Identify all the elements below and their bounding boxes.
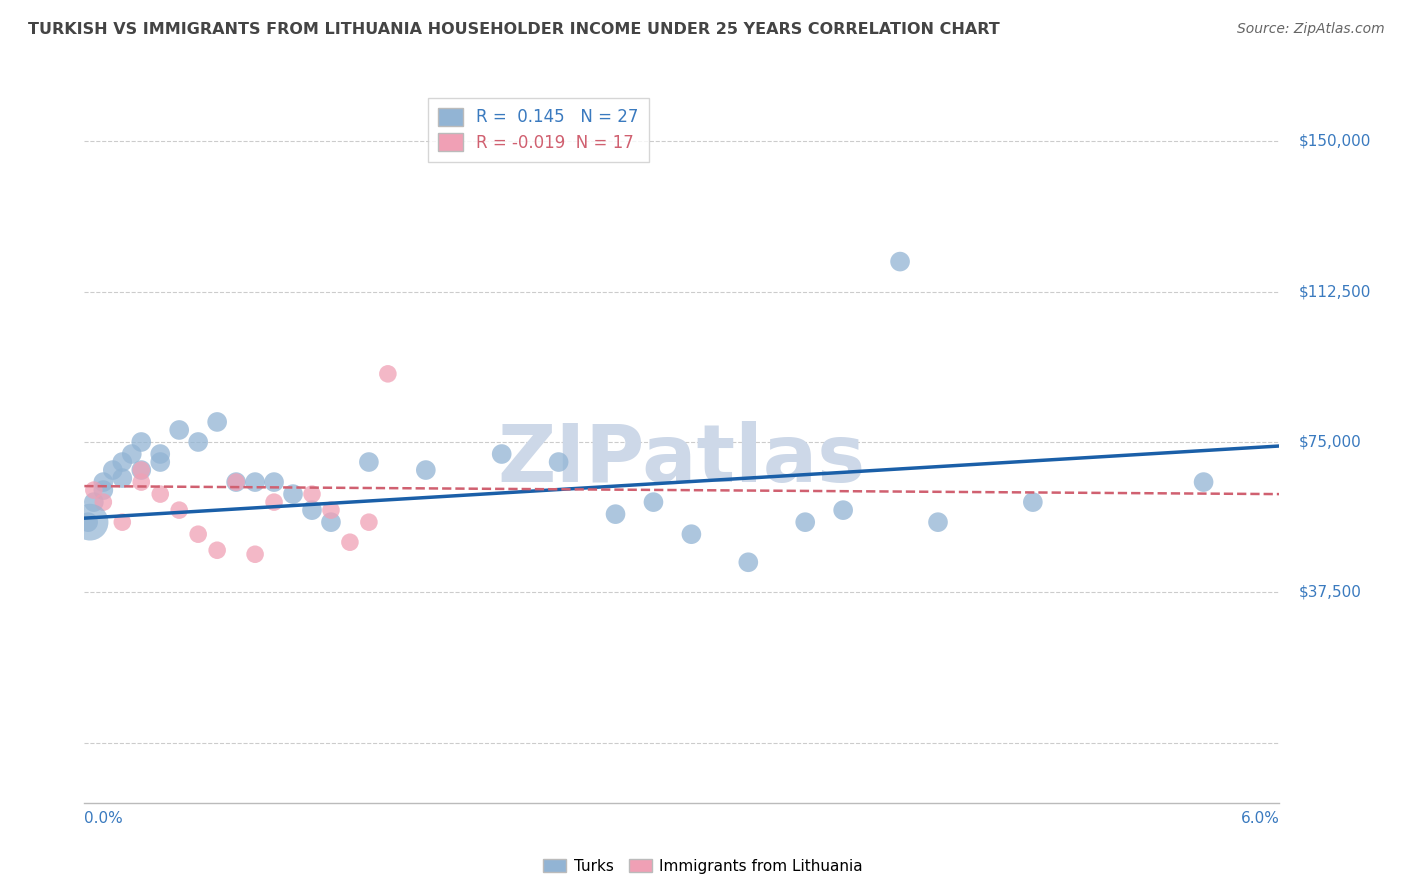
Legend: R =  0.145   N = 27, R = -0.019  N = 17: R = 0.145 N = 27, R = -0.019 N = 17: [429, 97, 648, 161]
Point: [83, 483, 105, 497]
Point: [319, 503, 342, 517]
Point: [111, 455, 134, 469]
Point: [225, 475, 247, 489]
Point: [263, 495, 285, 509]
Point: [605, 507, 627, 521]
Point: [167, 503, 190, 517]
Point: [83, 495, 105, 509]
Point: [889, 254, 911, 268]
Point: [643, 495, 665, 509]
Point: [79, 515, 101, 529]
Point: [927, 515, 949, 529]
Point: [263, 475, 285, 489]
Point: [319, 515, 342, 529]
Point: [205, 415, 228, 429]
Point: [243, 547, 266, 561]
Point: [377, 367, 399, 381]
Point: [129, 463, 152, 477]
Point: [243, 475, 266, 489]
Text: Source: ZipAtlas.com: Source: ZipAtlas.com: [1237, 22, 1385, 37]
Point: [101, 463, 124, 477]
Text: 0.0%: 0.0%: [84, 811, 124, 826]
Point: [547, 455, 569, 469]
Text: TURKISH VS IMMIGRANTS FROM LITHUANIA HOUSEHOLDER INCOME UNDER 25 YEARS CORRELATI: TURKISH VS IMMIGRANTS FROM LITHUANIA HOU…: [28, 22, 1000, 37]
Point: [77, 515, 100, 529]
Point: [91, 483, 114, 497]
Point: [149, 447, 172, 461]
Point: [301, 487, 323, 501]
Text: ZIPatlas: ZIPatlas: [498, 421, 866, 500]
Point: [91, 475, 114, 489]
Text: 6.0%: 6.0%: [1240, 811, 1279, 826]
Point: [129, 475, 152, 489]
Point: [1192, 475, 1215, 489]
Text: $112,500: $112,500: [1298, 285, 1371, 299]
Point: [121, 447, 143, 461]
Point: [415, 463, 437, 477]
Point: [1022, 495, 1045, 509]
Point: [301, 503, 323, 517]
Point: [491, 447, 513, 461]
Point: [681, 527, 703, 541]
Text: $75,000: $75,000: [1298, 434, 1361, 450]
Point: [111, 515, 134, 529]
Point: [187, 435, 209, 450]
Point: [149, 487, 172, 501]
Point: [225, 475, 247, 489]
Point: [91, 495, 114, 509]
Point: [129, 463, 152, 477]
Point: [149, 455, 172, 469]
Point: [111, 471, 134, 485]
Point: [281, 487, 304, 501]
Point: [167, 423, 190, 437]
Point: [187, 527, 209, 541]
Text: $37,500: $37,500: [1298, 585, 1361, 599]
Point: [357, 455, 380, 469]
Point: [832, 503, 855, 517]
Point: [357, 515, 380, 529]
Point: [737, 555, 759, 569]
Point: [205, 543, 228, 558]
Legend: Turks, Immigrants from Lithuania: Turks, Immigrants from Lithuania: [537, 853, 869, 880]
Point: [794, 515, 817, 529]
Text: $150,000: $150,000: [1298, 134, 1371, 149]
Point: [339, 535, 361, 549]
Point: [129, 435, 152, 450]
